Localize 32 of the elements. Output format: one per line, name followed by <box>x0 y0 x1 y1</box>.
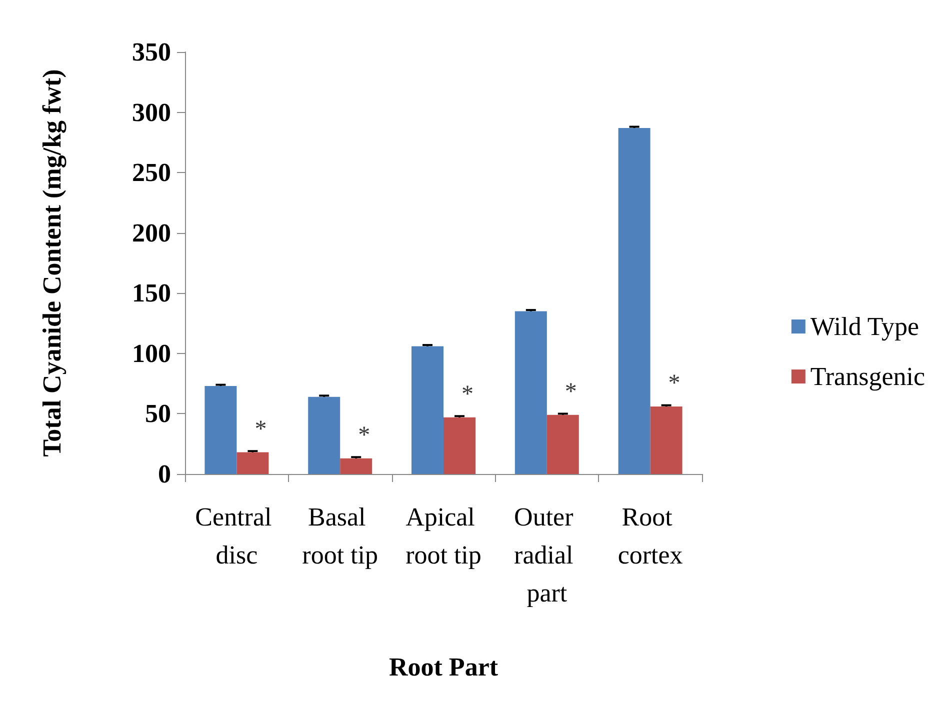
y-tick-label: 50 <box>145 399 171 428</box>
annotation: * <box>254 416 267 442</box>
y-tick-label: 150 <box>132 278 171 308</box>
x-tick-label: Root cortex <box>618 502 683 570</box>
y-tick-label: 200 <box>132 218 171 248</box>
bar <box>412 346 444 474</box>
y-axis-title: Total Cyanide Content (mg/kg fwt) <box>38 69 66 457</box>
bar <box>514 311 547 474</box>
y-tick-label: 250 <box>132 158 171 188</box>
bar <box>340 458 372 474</box>
y-tick-label: 300 <box>132 98 171 127</box>
annotation: * <box>358 422 370 448</box>
bar <box>236 452 269 474</box>
bar <box>546 414 579 474</box>
bar <box>308 396 340 474</box>
annotation: * <box>668 370 680 396</box>
legend-label: Wild Type <box>810 312 920 341</box>
y-tick-label: 0 <box>158 460 171 488</box>
y-tick-label: 350 <box>132 38 171 66</box>
x-axis-title: Root Part <box>388 652 498 682</box>
bar <box>618 128 650 474</box>
bar <box>204 386 237 474</box>
legend-label: Transgenic <box>810 362 926 391</box>
x-tick-label: Outer radial part <box>514 502 580 608</box>
x-tick-label: Central disc <box>195 502 278 570</box>
x-tick-label: Basal root tip <box>302 502 378 570</box>
x-tick-label: Apical root tip <box>406 502 482 570</box>
bar <box>650 406 682 474</box>
annotation: * <box>564 378 577 405</box>
y-tick-label: 100 <box>132 338 171 368</box>
bar <box>444 417 476 474</box>
annotation: * <box>462 381 474 408</box>
